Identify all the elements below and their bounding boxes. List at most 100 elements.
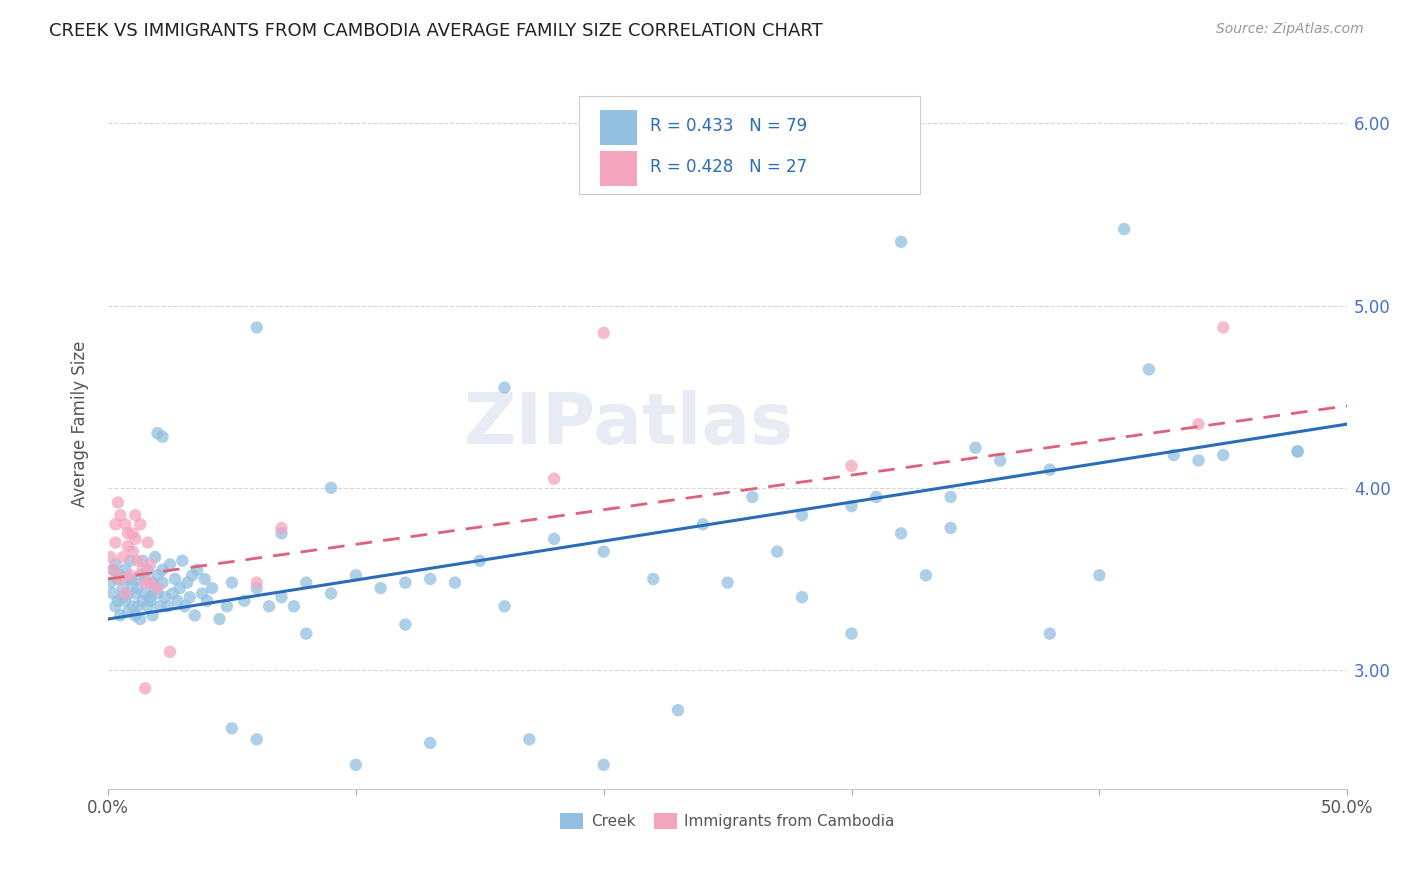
Point <box>1187 453 1209 467</box>
Bar <box>600 152 637 186</box>
Point <box>107 495 129 509</box>
Point <box>152 563 174 577</box>
Point <box>121 526 143 541</box>
Point <box>134 586 156 600</box>
Text: R = 0.428   N = 27: R = 0.428 N = 27 <box>650 158 807 176</box>
Point <box>1114 222 1136 236</box>
Point <box>146 568 169 582</box>
Point <box>468 554 491 568</box>
Point <box>146 581 169 595</box>
Point <box>208 612 231 626</box>
Point <box>131 554 153 568</box>
Point <box>114 594 136 608</box>
Text: ZIPatlas: ZIPatlas <box>464 390 793 458</box>
Point <box>101 586 124 600</box>
Point <box>215 599 238 614</box>
Text: R = 0.433   N = 79: R = 0.433 N = 79 <box>650 117 807 135</box>
Point <box>107 594 129 608</box>
Point <box>1212 320 1234 334</box>
Point <box>117 605 139 619</box>
Point <box>104 535 127 549</box>
Point <box>114 586 136 600</box>
Point <box>344 757 367 772</box>
Point <box>716 575 738 590</box>
Point <box>741 490 763 504</box>
Point <box>766 544 789 558</box>
Point <box>246 581 269 595</box>
Point <box>295 626 318 640</box>
Point <box>283 599 305 614</box>
Point <box>139 575 162 590</box>
Point <box>592 757 614 772</box>
Point <box>692 517 714 532</box>
Point <box>246 320 269 334</box>
Point <box>1286 444 1309 458</box>
Point <box>152 575 174 590</box>
Point <box>107 572 129 586</box>
Point <box>124 586 146 600</box>
Point <box>988 453 1011 467</box>
Point <box>104 599 127 614</box>
Point <box>152 430 174 444</box>
Point <box>939 521 962 535</box>
Point <box>419 572 441 586</box>
Point <box>344 568 367 582</box>
Point <box>136 535 159 549</box>
Point <box>666 703 689 717</box>
Point <box>162 586 184 600</box>
Point <box>494 599 516 614</box>
Point <box>117 586 139 600</box>
Point <box>186 563 208 577</box>
Point <box>131 563 153 577</box>
Point <box>136 599 159 614</box>
Point <box>127 581 149 595</box>
Point <box>517 732 540 747</box>
Point <box>129 517 152 532</box>
Y-axis label: Average Family Size: Average Family Size <box>72 341 89 508</box>
Point <box>169 581 191 595</box>
Point <box>104 558 127 572</box>
Point <box>543 532 565 546</box>
Point <box>142 608 165 623</box>
Point <box>163 572 186 586</box>
Point <box>129 612 152 626</box>
Point <box>394 617 416 632</box>
Point <box>117 539 139 553</box>
Point <box>134 572 156 586</box>
Point <box>101 563 124 577</box>
Point <box>181 568 204 582</box>
Point <box>110 508 132 523</box>
Point <box>159 645 181 659</box>
Point <box>965 441 987 455</box>
Text: CREEK VS IMMIGRANTS FROM CAMBODIA AVERAGE FAMILY SIZE CORRELATION CHART: CREEK VS IMMIGRANTS FROM CAMBODIA AVERAG… <box>49 22 823 40</box>
Point <box>114 563 136 577</box>
Point <box>1088 568 1111 582</box>
Point <box>494 381 516 395</box>
Point <box>120 568 142 582</box>
Point <box>111 550 134 565</box>
Point <box>246 575 269 590</box>
Point <box>124 508 146 523</box>
Point <box>139 558 162 572</box>
Point <box>643 572 665 586</box>
Point <box>915 568 938 582</box>
Point <box>124 532 146 546</box>
Point <box>179 590 201 604</box>
Point <box>592 544 614 558</box>
Point <box>419 736 441 750</box>
Point <box>270 526 292 541</box>
Point <box>121 599 143 614</box>
Point <box>100 550 122 565</box>
Point <box>270 590 292 604</box>
Point <box>114 517 136 532</box>
Point <box>221 722 243 736</box>
Point <box>111 590 134 604</box>
Point <box>124 608 146 623</box>
Point <box>370 581 392 595</box>
Point <box>146 586 169 600</box>
Point <box>134 681 156 696</box>
Point <box>1039 462 1062 476</box>
Point <box>131 594 153 608</box>
Bar <box>600 111 637 145</box>
Point <box>201 581 224 595</box>
